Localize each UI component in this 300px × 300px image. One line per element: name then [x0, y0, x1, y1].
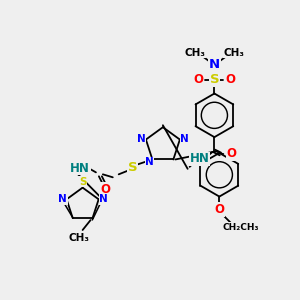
Text: S: S — [128, 161, 137, 174]
Text: CH₂CH₃: CH₂CH₃ — [223, 223, 260, 232]
Text: N: N — [145, 158, 154, 167]
Text: N: N — [209, 58, 220, 71]
Text: O: O — [194, 73, 203, 86]
Text: S: S — [210, 73, 219, 86]
Text: N: N — [180, 134, 189, 143]
Text: S: S — [79, 177, 86, 187]
Text: N: N — [99, 194, 108, 204]
Text: CH₃: CH₃ — [224, 48, 245, 58]
Text: HN: HN — [190, 152, 209, 165]
Text: HN: HN — [70, 162, 90, 175]
Text: N: N — [58, 194, 67, 204]
Text: O: O — [225, 73, 235, 86]
Text: O: O — [214, 203, 224, 216]
Text: O: O — [101, 183, 111, 196]
Text: O: O — [226, 148, 236, 160]
Text: N: N — [136, 134, 145, 143]
Text: CH₃: CH₃ — [184, 48, 205, 58]
Text: CH₃: CH₃ — [68, 233, 89, 243]
